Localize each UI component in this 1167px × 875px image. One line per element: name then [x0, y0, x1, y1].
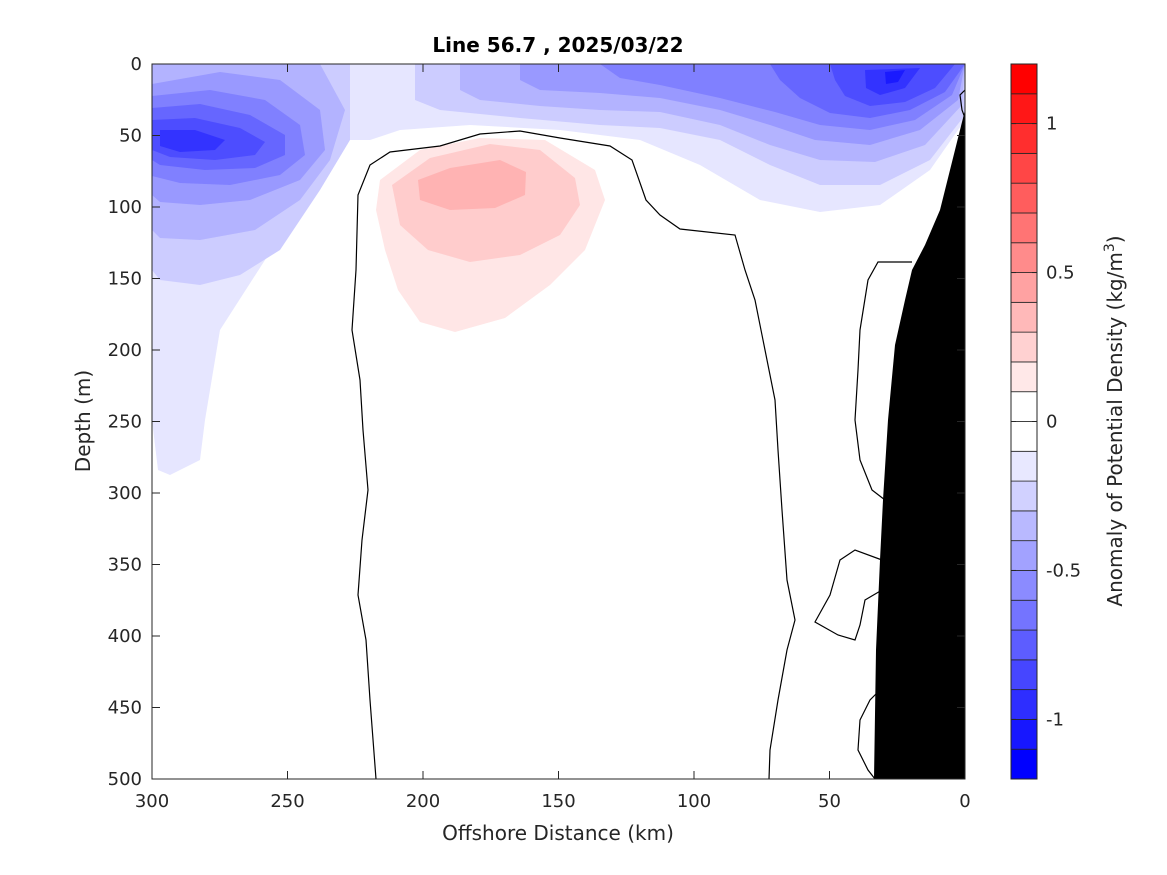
y-tick-label: 300 [108, 483, 142, 504]
y-tick-label: 100 [108, 197, 142, 218]
x-tick-label: 0 [959, 791, 970, 812]
bathymetry-mask [874, 110, 965, 779]
colorbar-bin [1010, 689, 1038, 720]
colorbar-tick-label: 0.5 [1046, 263, 1075, 284]
colorbar-tick-label: 1 [1046, 114, 1057, 135]
colorbar-bin [1010, 331, 1038, 363]
colorbar-bin [1010, 599, 1038, 631]
y-tick-label: 0 [131, 54, 142, 75]
colorbar-bin [1010, 272, 1038, 303]
colorbar [1010, 63, 1038, 780]
colorbar-bin [1010, 182, 1038, 214]
colorbar-bin [1010, 540, 1038, 571]
x-tick-label: 50 [818, 791, 841, 812]
y-tick-label: 450 [108, 698, 142, 719]
colorbar-bin [1010, 629, 1038, 661]
colorbar-label-superscript: 3 [1102, 243, 1118, 252]
colorbar-label-main: Anomaly of Potential Density (kg/m [1103, 252, 1127, 606]
y-tick-label: 200 [108, 340, 142, 361]
x-tick-label: 100 [677, 791, 711, 812]
colorbar-tick-label: 0 [1046, 412, 1057, 433]
y-tick-label: 500 [108, 769, 142, 790]
colorbar-tick-label: -0.5 [1046, 560, 1081, 581]
x-tick-label: 250 [270, 791, 304, 812]
colorbar-bin [1010, 93, 1038, 124]
colorbar-bin [1010, 242, 1038, 273]
x-axis-label: Offshore Distance (km) [442, 821, 674, 845]
colorbar-tick-label: -1 [1046, 709, 1064, 730]
colorbar-bin [1010, 212, 1038, 244]
x-tick-label: 300 [135, 791, 169, 812]
x-tick-label: 150 [541, 791, 575, 812]
neg-level-01 [152, 64, 965, 475]
colorbar-bin [1010, 123, 1038, 154]
colorbar-bin [1010, 659, 1038, 691]
y-tick-label: 50 [119, 126, 142, 147]
colorbar-bin [1010, 421, 1038, 452]
colorbar-bin [1010, 570, 1038, 601]
colorbar-bin [1010, 361, 1038, 393]
zero-contour-coast [959, 89, 965, 119]
y-axis-label: Depth (m) [71, 370, 95, 472]
colorbar-bin [1010, 152, 1038, 184]
colorbar-bin [1010, 63, 1038, 95]
neg-level-08 [160, 130, 225, 152]
y-axis-ticks: 0 50 100 150 200 250 300 350 400 450 500 [108, 54, 965, 790]
pos-level-03 [418, 160, 526, 210]
neg-level-09 [885, 70, 905, 84]
x-tick-label: 200 [406, 791, 440, 812]
colorbar-ticks: 1 0.5 0 -0.5 -1 [1011, 114, 1081, 730]
zero-contour-main [351, 130, 796, 779]
x-axis-ticks: 300 250 200 150 100 50 0 [135, 64, 971, 812]
colorbar-bin [1010, 391, 1038, 422]
colorbar-bin [1010, 510, 1038, 542]
zero-contour-bottom [857, 689, 881, 779]
y-tick-label: 400 [108, 626, 142, 647]
y-tick-label: 250 [108, 412, 142, 433]
anomaly-field [152, 64, 965, 779]
colorbar-bin [1010, 719, 1038, 750]
zero-contour-slope [854, 261, 912, 501]
colorbar-bin [1010, 480, 1038, 512]
zero-contour-eddy [814, 549, 883, 641]
chart-title: Line 56.7 , 2025/03/22 [432, 33, 683, 57]
colorbar-bin [1010, 748, 1038, 780]
colorbar-label-suffix: ) [1103, 235, 1127, 243]
y-tick-label: 350 [108, 555, 142, 576]
y-tick-label: 150 [108, 269, 142, 290]
colorbar-label: Anomaly of Potential Density (kg/m3) [1102, 235, 1127, 606]
colorbar-bin [1010, 450, 1038, 482]
colorbar-bin [1010, 301, 1038, 333]
